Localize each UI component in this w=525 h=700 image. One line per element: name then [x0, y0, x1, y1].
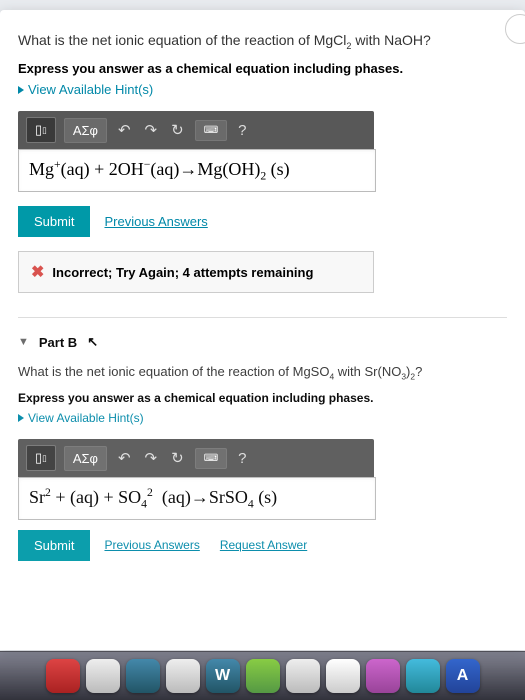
content-area: What is the net ionic equation of the re…: [0, 10, 525, 650]
error-icon: ✖: [31, 262, 44, 282]
help-icon[interactable]: ?: [235, 122, 249, 139]
divider: [18, 317, 507, 318]
dock: W A: [0, 651, 525, 700]
part-b-header[interactable]: ▼ Part B ↖: [18, 334, 507, 350]
dock-app-3[interactable]: [126, 659, 160, 693]
fraction-tool-icon[interactable]: ▯▯: [26, 117, 56, 143]
dock-app-itunes[interactable]: [366, 659, 400, 693]
feedback-text: Incorrect; Try Again; 4 attempts remaini…: [52, 265, 313, 280]
triangle-icon: [18, 414, 24, 422]
hints-link-a[interactable]: View Available Hint(s): [18, 82, 507, 97]
equation-toolbar-a: ▯▯ ΑΣφ ↶ ↷ ↻ ⌨ ?: [18, 111, 374, 149]
help-icon[interactable]: ?: [235, 450, 249, 467]
reset-icon[interactable]: ↻: [168, 121, 187, 139]
reset-icon[interactable]: ↻: [168, 449, 187, 467]
equation-toolbar-b: ▯▯ ΑΣφ ↶ ↷ ↻ ⌨ ?: [18, 439, 374, 477]
redo-icon[interactable]: ↷: [142, 449, 161, 467]
part-b-label: Part B: [39, 335, 77, 350]
submit-button-a[interactable]: Submit: [18, 206, 90, 237]
hints-label-b: View Available Hint(s): [28, 411, 144, 425]
side-widget[interactable]: [505, 14, 525, 44]
hints-label-a: View Available Hint(s): [28, 82, 153, 97]
dock-app-8[interactable]: [406, 659, 440, 693]
request-answer-link[interactable]: Request Answer: [220, 538, 307, 552]
instruction-b: Express you answer as a chemical equatio…: [18, 391, 507, 405]
question-text-a: What is the net ionic equation of the re…: [18, 30, 507, 53]
instruction-a: Express you answer as a chemical equatio…: [18, 61, 507, 76]
answer-input-a[interactable]: Mg+(aq) + 2OH−(aq)→Mg(OH)2 (s): [18, 149, 376, 192]
greek-symbols-button[interactable]: ΑΣφ: [64, 446, 107, 471]
previous-answers-link-b[interactable]: Previous Answers: [104, 538, 199, 552]
hints-link-b[interactable]: View Available Hint(s): [18, 411, 507, 425]
buttons-row-a: Submit Previous Answers: [18, 206, 507, 237]
screen: What is the net ionic equation of the re…: [0, 0, 525, 700]
keyboard-icon[interactable]: ⌨: [195, 120, 227, 141]
greek-symbols-button[interactable]: ΑΣφ: [64, 118, 107, 143]
submit-button-b[interactable]: Submit: [18, 530, 90, 561]
dock-app-4[interactable]: [166, 659, 200, 693]
redo-icon[interactable]: ↷: [142, 121, 161, 139]
question-text-b: What is the net ionic equation of the re…: [18, 362, 507, 383]
undo-icon[interactable]: ↶: [115, 449, 134, 467]
dock-app-7[interactable]: [326, 659, 360, 693]
dock-app-5[interactable]: [246, 659, 280, 693]
previous-answers-link-a[interactable]: Previous Answers: [104, 214, 207, 229]
dock-app-appstore[interactable]: A: [446, 659, 480, 693]
triangle-icon: [18, 86, 24, 94]
fraction-tool-icon[interactable]: ▯▯: [26, 445, 56, 471]
undo-icon[interactable]: ↶: [115, 121, 134, 139]
cursor-icon: ↖: [87, 334, 98, 350]
caret-down-icon: ▼: [18, 336, 29, 348]
answer-input-b[interactable]: Sr2 + (aq) + SO42 (aq)→SrSO4 (s): [18, 477, 376, 520]
buttons-row-b: Submit Previous Answers Request Answer: [18, 530, 507, 561]
part-b: ▼ Part B ↖ What is the net ionic equatio…: [18, 334, 507, 561]
dock-app-6[interactable]: [286, 659, 320, 693]
dock-app-2[interactable]: [86, 659, 120, 693]
dock-app-word[interactable]: W: [206, 659, 240, 693]
feedback-box: ✖ Incorrect; Try Again; 4 attempts remai…: [18, 251, 374, 293]
part-a: What is the net ionic equation of the re…: [18, 30, 507, 293]
keyboard-icon[interactable]: ⌨: [195, 448, 227, 469]
dock-app-1[interactable]: [46, 659, 80, 693]
